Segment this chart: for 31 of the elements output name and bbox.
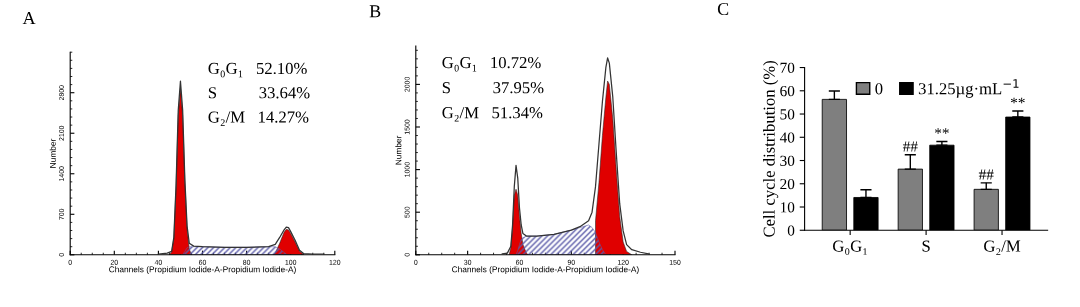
chart-title: B [369, 5, 381, 18]
legend-label: 0 [875, 83, 883, 95]
annotation: ** [1010, 97, 1025, 104]
x-tick-label: S [922, 240, 930, 252]
annotation: ## [978, 169, 994, 180]
y-tick-label: 60 [780, 85, 795, 97]
annotation: ** [935, 128, 949, 134]
x-tick-label: G₂/M [984, 240, 1021, 255]
y-tick-label: 30 [780, 155, 795, 166]
annotation: ## [902, 141, 918, 152]
chart-title: A [22, 12, 36, 25]
y-tick-label: 50 [780, 109, 795, 120]
annotation: G₂/M 14.27% [208, 111, 309, 126]
y-tick-label: 40 [779, 132, 795, 143]
annotation: S 33.64% [208, 87, 310, 99]
y-axis-title: Number [49, 138, 56, 168]
annotation: G₂/M 51.34% [442, 107, 543, 122]
annotation: G₀G₁ 10.72% [442, 56, 541, 72]
y-axis-title: Number [395, 135, 402, 165]
y-tick-label: 10 [780, 202, 795, 213]
x-axis-title: Channels (Propidium Iodide-A-Propidium Iodide-A) [452, 266, 639, 274]
legend-label: 31.25µg·mL$^{−1}$ [918, 79, 1019, 98]
x-axis-title: Channels (Propidium Iodide-A-Propidium Iodide-A) [109, 266, 296, 274]
y-tick-label: 0 [787, 225, 795, 236]
x-tick-label: G₀G₁ [833, 240, 867, 255]
y-tick-label: 70 [780, 62, 795, 73]
y-tick-label: 20 [780, 178, 795, 190]
annotation: G₀G₁ 52.10% [208, 62, 307, 78]
chart-title: C [717, 2, 729, 16]
annotation: S 37.95% [442, 82, 544, 94]
y-axis-title: Cell cycle distribution (%) [763, 60, 779, 237]
